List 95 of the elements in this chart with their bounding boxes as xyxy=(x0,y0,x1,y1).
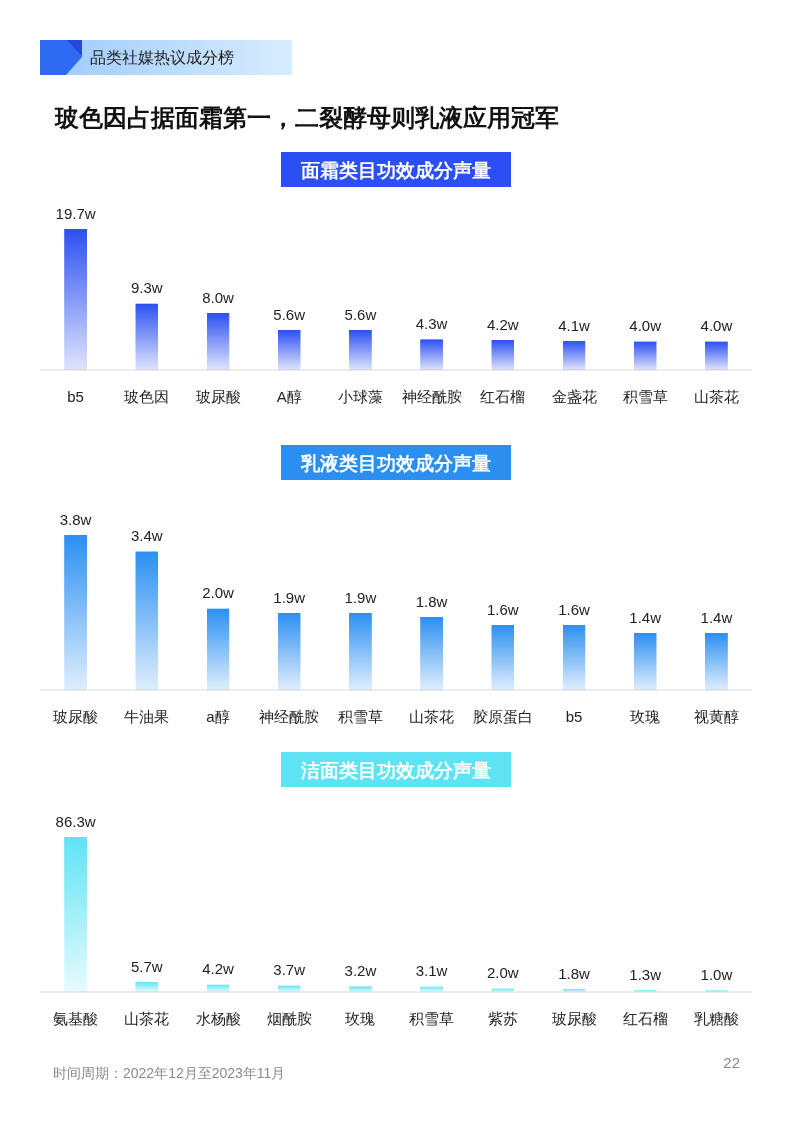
data-label: 1.4w xyxy=(700,608,733,626)
bar xyxy=(704,341,728,370)
bar xyxy=(562,624,586,690)
data-label: 3.8w xyxy=(59,511,92,528)
data-label: 1.0w xyxy=(700,966,733,984)
x-tick-label: 胶原蛋白 xyxy=(472,708,533,725)
data-label: 2.0w xyxy=(486,964,519,982)
chart-title: 乳液类目功效成分声量 xyxy=(300,453,491,474)
chart-title: 洁面类目功效成分声量 xyxy=(300,760,491,781)
bar xyxy=(277,612,301,690)
bar xyxy=(633,341,657,370)
data-label: 5.7w xyxy=(130,957,163,975)
data-label: 4.2w xyxy=(486,315,519,333)
data-label: 1.4w xyxy=(629,608,662,626)
data-label: 1.3w xyxy=(629,965,662,983)
data-label: 1.6w xyxy=(486,600,519,618)
bar xyxy=(348,329,372,370)
data-label: 1.9w xyxy=(344,588,377,606)
bar xyxy=(704,632,728,690)
x-tick-label: 玻尿酸 xyxy=(195,388,241,405)
bar xyxy=(277,985,301,992)
x-tick-label: 红石榴 xyxy=(622,1010,668,1027)
x-tick-label: 玻尿酸 xyxy=(53,708,99,725)
data-label: 3.1w xyxy=(415,962,448,980)
x-tick-label: 金盏花 xyxy=(551,388,597,405)
bar xyxy=(491,624,515,690)
x-tick-label: 神经酰胺 xyxy=(401,388,462,405)
bar xyxy=(562,340,586,370)
text: 玻色因占据面霜第一，二裂酵母则乳液应用冠军 xyxy=(54,104,559,131)
data-label: 19.7w xyxy=(55,205,96,222)
x-tick-label: 积雪草 xyxy=(409,1010,455,1027)
data-label: 4.0w xyxy=(629,317,662,335)
x-tick-label: 山茶花 xyxy=(124,1010,170,1027)
x-tick-label: 视黄醇 xyxy=(693,708,739,725)
data-label: 9.3w xyxy=(130,279,163,297)
data-label: 4.1w xyxy=(558,316,591,334)
bar xyxy=(135,981,159,992)
x-tick-label: a醇 xyxy=(206,708,230,725)
data-label: 5.6w xyxy=(273,305,306,323)
bar xyxy=(206,984,230,992)
x-tick-label: 紫苏 xyxy=(487,1010,518,1027)
chart-title: 面霜类目功效成分声量 xyxy=(300,160,491,181)
x-tick-label: 乳糖酸 xyxy=(693,1010,739,1027)
bar xyxy=(64,535,88,690)
text: 22 xyxy=(723,1054,740,1071)
x-tick-label: 神经酰胺 xyxy=(259,708,320,725)
data-label: 1.6w xyxy=(558,600,591,618)
bar xyxy=(491,988,515,992)
bar xyxy=(491,339,515,370)
x-tick-label: 玻尿酸 xyxy=(551,1010,597,1027)
bar xyxy=(348,986,372,992)
bar xyxy=(206,608,230,690)
x-tick-label: 红石榴 xyxy=(480,388,526,405)
x-tick-label: 玻色因 xyxy=(124,388,170,405)
data-label: 8.0w xyxy=(202,288,235,306)
bar xyxy=(420,339,444,370)
bar xyxy=(135,303,159,370)
data-label: 1.9w xyxy=(273,588,306,606)
bar xyxy=(420,616,444,690)
data-label: 3.2w xyxy=(344,962,377,980)
x-tick-label: 水杨酸 xyxy=(195,1010,241,1027)
bar xyxy=(562,988,586,992)
data-label: 1.8w xyxy=(558,964,591,982)
text: 时间周期：2022年12月至2023年11月 xyxy=(53,1065,286,1081)
x-tick-label: b5 xyxy=(67,388,84,405)
bar xyxy=(64,229,88,370)
data-label: 4.2w xyxy=(202,960,235,978)
x-tick-label: 小球藻 xyxy=(337,388,383,405)
x-tick-label: 烟酰胺 xyxy=(266,1010,312,1027)
bar xyxy=(206,312,230,370)
bar xyxy=(420,986,444,992)
x-tick-label: 玫瑰 xyxy=(345,1010,376,1027)
x-tick-label: 牛油果 xyxy=(124,708,170,725)
bar xyxy=(633,632,657,690)
data-label: 86.3w xyxy=(55,813,96,830)
data-label: 3.4w xyxy=(130,527,163,545)
data-label: 4.0w xyxy=(700,317,733,335)
x-tick-label: b5 xyxy=(565,708,583,725)
x-tick-label: 山茶花 xyxy=(693,388,739,405)
text: 品类社媒热议成分榜 xyxy=(90,49,234,66)
bar xyxy=(277,329,301,370)
x-tick-label: 山茶花 xyxy=(409,708,455,725)
data-label: 2.0w xyxy=(202,584,235,602)
bar xyxy=(135,551,159,690)
x-tick-label: A醇 xyxy=(276,388,302,405)
data-label: 1.8w xyxy=(415,592,448,610)
x-tick-label: 积雪草 xyxy=(622,388,668,405)
x-tick-label: 积雪草 xyxy=(337,708,383,725)
data-label: 5.6w xyxy=(344,305,377,323)
x-tick-label: 玫瑰 xyxy=(630,708,661,725)
bar xyxy=(64,837,88,992)
bar xyxy=(348,612,372,690)
x-tick-label: 氨基酸 xyxy=(53,1010,99,1027)
data-label: 4.3w xyxy=(415,315,448,333)
data-label: 3.7w xyxy=(273,961,306,979)
